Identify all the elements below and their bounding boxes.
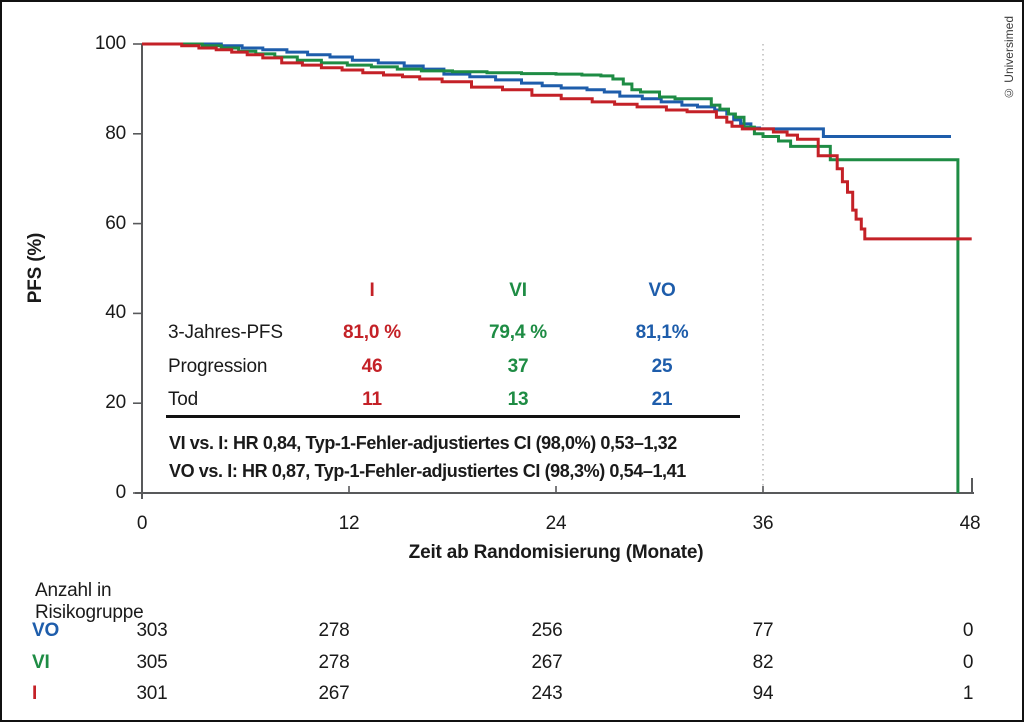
summary-value: 37 [507, 356, 529, 377]
risk-row-label-vi: VI [32, 652, 50, 673]
summary-col-header-vo: VO [648, 280, 676, 301]
risk-value: 0 [962, 652, 974, 673]
summary-divider-rule [166, 415, 740, 418]
risk-table-title: Anzahl in Risikogruppe [35, 580, 144, 623]
km-curve-vi [142, 42, 960, 493]
summary-value: 21 [651, 389, 673, 410]
summary-row-label-3y-pfs: 3-Jahres-PFS [168, 322, 283, 343]
x-tick-label: 36 [752, 513, 774, 534]
y-tick-label: 80 [105, 122, 126, 144]
risk-value: 1 [962, 683, 974, 704]
summary-value: 79,4 % [489, 322, 547, 343]
risk-row-label-vo: VO [32, 620, 60, 641]
risk-value: 243 [531, 683, 563, 704]
summary-value: 46 [361, 356, 383, 377]
risk-value: 278 [318, 652, 350, 673]
summary-value: 11 [362, 389, 382, 410]
y-tick-label: 60 [105, 212, 126, 234]
x-tick-label: 0 [136, 513, 148, 534]
risk-value: 303 [136, 620, 168, 641]
risk-value: 267 [531, 652, 563, 673]
risk-row-label-i: I [32, 683, 38, 704]
y-tick-label: 40 [105, 302, 126, 324]
summary-row-label-progression: Progression [168, 356, 268, 377]
x-tick-label: 48 [959, 513, 981, 534]
x-axis-title: Zeit ab Randomisierung (Monate) [408, 542, 704, 563]
y-tick-label: 20 [105, 392, 126, 414]
y-tick-label: 100 [94, 33, 126, 54]
y-axis-title: PFS (%) [25, 232, 46, 304]
x-tick-label: 24 [545, 513, 567, 534]
footnote-vi-vs-i: VI vs. I: HR 0,84, Typ-1-Fehler-adjustie… [169, 433, 677, 453]
risk-value: 82 [752, 652, 774, 673]
summary-col-header-i: I [369, 280, 375, 301]
summary-row-label-tod: Tod [168, 389, 199, 410]
summary-value: 81,0 % [343, 322, 401, 343]
summary-value: 13 [507, 389, 529, 410]
summary-col-header-vi: VI [509, 280, 527, 301]
summary-value: 25 [651, 356, 673, 377]
summary-value: 81,1% [635, 322, 689, 343]
km-curve-i [142, 42, 972, 241]
credit-watermark: © Universimed [1002, 16, 1016, 101]
risk-value: 301 [136, 683, 168, 704]
hazard-ratio-footnotes: VI vs. I: HR 0,84, Typ-1-Fehler-adjustie… [169, 429, 686, 485]
risk-value: 305 [136, 652, 168, 673]
footnote-vo-vs-i: VO vs. I: HR 0,87, Typ-1-Fehler-adjustie… [169, 461, 686, 481]
x-tick-label: 12 [338, 513, 360, 534]
risk-value: 278 [318, 620, 350, 641]
risk-value: 256 [531, 620, 563, 641]
risk-value: 0 [962, 620, 974, 641]
risk-value: 94 [752, 683, 774, 704]
y-tick-label: 0 [115, 482, 127, 503]
risk-value: 77 [752, 620, 774, 641]
risk-value: 267 [318, 683, 350, 704]
